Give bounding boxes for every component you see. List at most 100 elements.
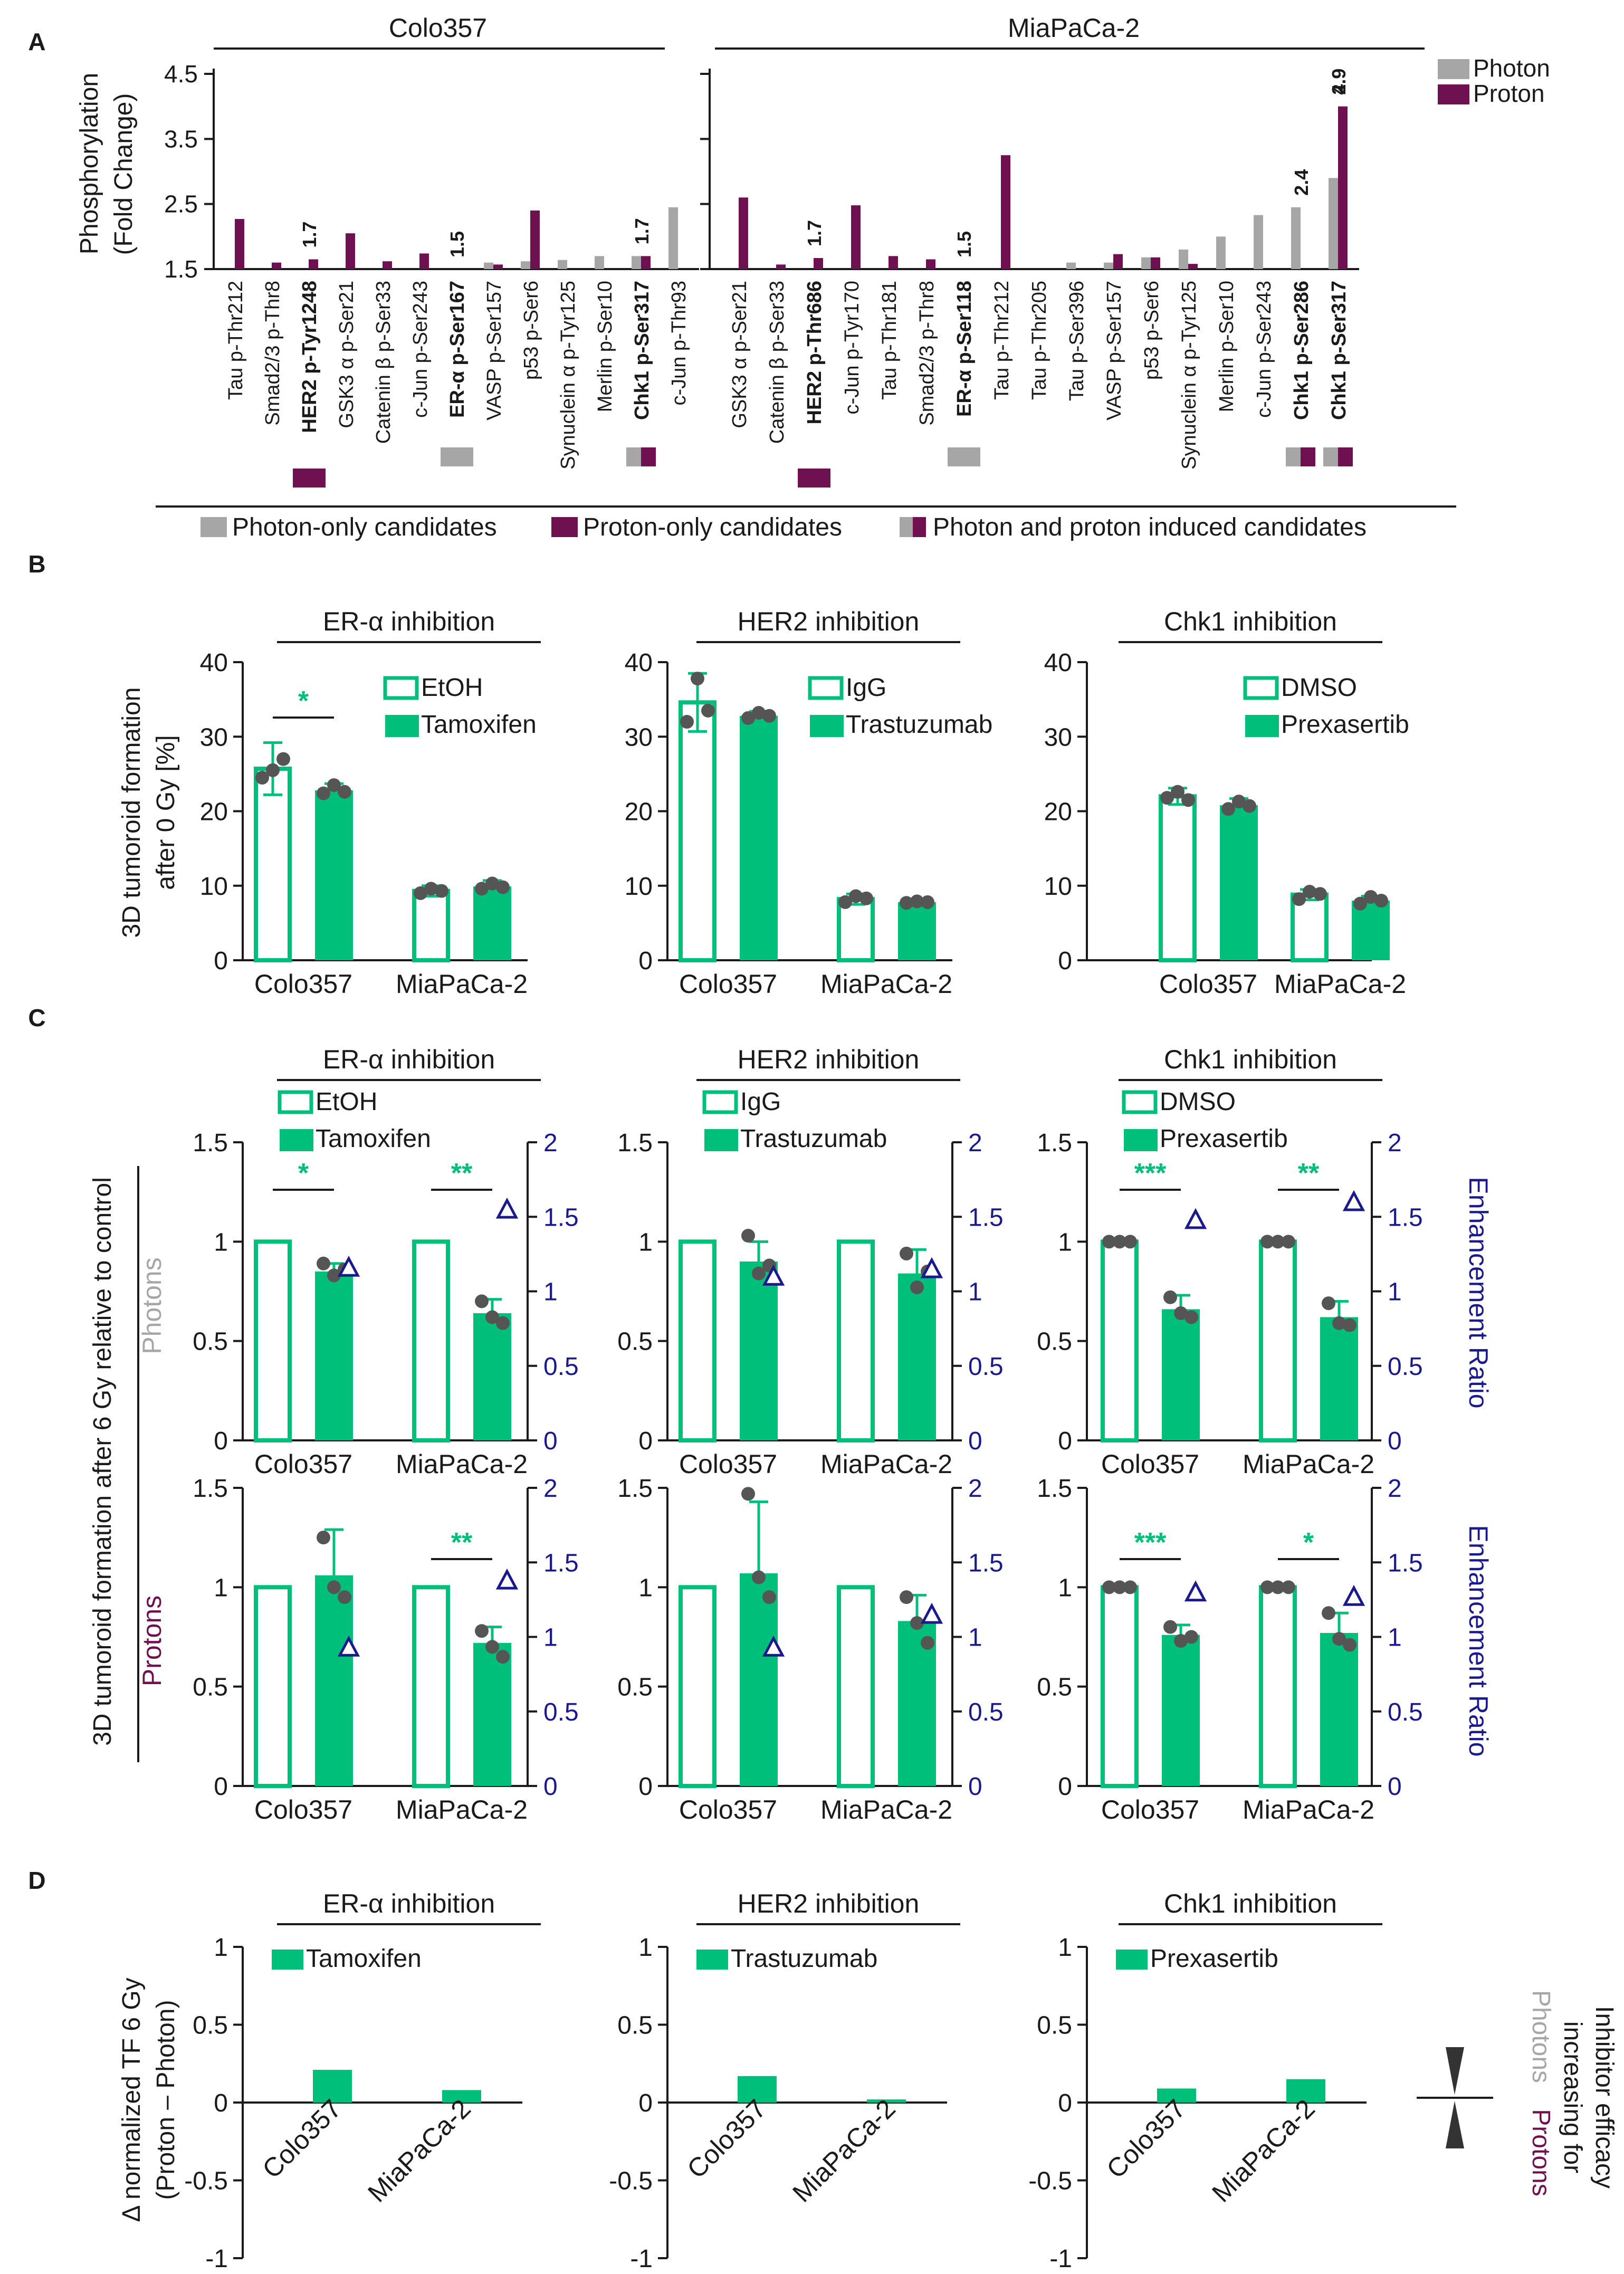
replicate-point <box>1174 1306 1188 1320</box>
legend-swatch-control <box>278 1090 313 1114</box>
bar-control <box>1101 1239 1139 1442</box>
replicate-point <box>317 1256 330 1270</box>
category-label: MiaPaCa-2 <box>1243 1795 1374 1824</box>
bar-treatment <box>473 886 511 960</box>
y2-tick-label: 1 <box>543 1278 558 1306</box>
category-label: Chk1 p-Ser317 <box>631 281 653 420</box>
legend-control: EtOH <box>316 1088 377 1116</box>
legend-swatch-treatment <box>810 715 844 737</box>
replicate-point <box>1282 1580 1295 1594</box>
bar-proton <box>1151 257 1160 269</box>
bar-delta <box>313 2070 352 2103</box>
y2-tick-label: 1.5 <box>543 1203 579 1231</box>
category-label: MiaPaCa-2 <box>396 1449 528 1479</box>
legend-treatment: Trastuzumab <box>846 711 992 739</box>
category-label: Chk1 p-Ser317 <box>1328 281 1350 420</box>
bar-control <box>1259 1239 1297 1442</box>
value-annotation: 4 <box>1328 84 1350 95</box>
replicate-point <box>910 1280 924 1294</box>
candidate-marker-proton <box>798 469 830 488</box>
candidate-marker-proton <box>293 469 326 488</box>
legend-swatch-treatment <box>280 1129 313 1151</box>
replicate-point <box>859 891 873 905</box>
legend-swatch-both-a <box>900 517 913 537</box>
bar-proton <box>776 264 786 269</box>
replicate-point <box>1232 795 1246 809</box>
y-tick-label: 0.5 <box>1037 2012 1072 2040</box>
bar-proton <box>1113 254 1123 269</box>
chart-title: HER2 inhibition <box>738 1889 920 1918</box>
legend-proton: Proton <box>1473 80 1545 107</box>
panel-b-ylabel: 3D tumoroid formation <box>118 687 146 938</box>
replicate-point <box>762 709 776 723</box>
category-label: Colo357 <box>1101 2094 1191 2184</box>
y-tick-label: 30 <box>200 723 228 751</box>
y-tick-label: 0 <box>214 1773 228 1801</box>
y-tick-label: 1.5 <box>164 255 198 283</box>
replicate-point <box>414 886 427 900</box>
category-label: ER-α p-Ser167 <box>446 281 469 418</box>
bar-photon <box>1329 178 1338 269</box>
replicate-point <box>1282 1235 1295 1249</box>
bar-proton <box>926 259 935 269</box>
replicate-point <box>496 1650 510 1664</box>
y-tick-label: -1 <box>205 2245 228 2273</box>
replicate-point <box>921 1636 934 1650</box>
panel-label-c: C <box>28 1004 45 1031</box>
replicate-point <box>496 880 510 894</box>
bar-proton <box>383 261 392 269</box>
category-label: p53 p-Ser6 <box>520 281 542 380</box>
bar-photon <box>1179 250 1188 269</box>
replicate-point <box>1260 1235 1274 1249</box>
y-tick-label: 0 <box>1058 1427 1072 1455</box>
bar-control <box>1159 794 1197 962</box>
bar-proton <box>889 256 898 269</box>
y-tick-label: 1.5 <box>617 1475 653 1503</box>
replicate-point <box>910 894 924 909</box>
bar-treatment <box>1220 805 1258 960</box>
y-tick-label: 0.5 <box>617 1328 653 1356</box>
enhancement-ratio-marker <box>1184 1580 1207 1602</box>
bar-treatment <box>315 790 353 960</box>
legend-treatment: Prexasertib <box>1150 1945 1278 1973</box>
y2-tick-label: 0 <box>543 1427 558 1455</box>
y2-tick-label: 1.5 <box>1388 1203 1423 1231</box>
replicate-point <box>1343 1638 1356 1652</box>
y2-tick-label: 0.5 <box>1388 1698 1423 1726</box>
replicate-point <box>1292 892 1306 906</box>
replicate-point <box>1163 1290 1177 1304</box>
legend-swatch-both-b <box>913 517 926 537</box>
y-tick-label: 1 <box>214 1574 228 1602</box>
candidate-marker-photon <box>441 447 473 466</box>
significance-stars: * <box>298 1158 309 1189</box>
y-tick-label: 0 <box>1058 947 1072 975</box>
category-label: Catenin β p-Ser33 <box>766 281 788 444</box>
chart-title: Colo357 <box>389 13 487 43</box>
panel-d-ylabel: Δ normalized TF 6 Gy <box>118 1977 146 2222</box>
chart-title: HER2 inhibition <box>738 607 920 636</box>
replicate-point <box>752 706 766 720</box>
y-tick-label: 1.5 <box>617 1129 653 1157</box>
bar-photon <box>521 261 530 269</box>
replicate-point <box>1271 1580 1285 1594</box>
y-tick-label: 40 <box>625 649 653 677</box>
bar-treatment <box>740 715 778 960</box>
y-tick-label: 0 <box>638 947 653 975</box>
replicate-point <box>1364 890 1378 904</box>
category-label: Colo357 <box>679 1795 777 1824</box>
bar-photon <box>1104 262 1113 269</box>
y-tick-label: 0 <box>214 2089 228 2117</box>
annotation-protons: Protons <box>1527 2109 1555 2196</box>
bar-control <box>837 1585 875 1788</box>
replicate-point <box>1221 802 1235 816</box>
panel-a-ylabel: Phosphorylation <box>75 73 103 254</box>
bar-delta <box>738 2076 777 2103</box>
category-label: Catenin β p-Ser33 <box>372 281 395 444</box>
value-annotation: 1.7 <box>804 220 825 246</box>
y2-tick-label: 1 <box>543 1624 558 1652</box>
replicate-point <box>1271 1235 1285 1249</box>
bar-control <box>1259 1585 1297 1788</box>
category-label: Synuclein α p-Tyr125 <box>1178 281 1200 470</box>
replicate-point <box>1332 1632 1346 1646</box>
bar-proton <box>309 259 318 269</box>
